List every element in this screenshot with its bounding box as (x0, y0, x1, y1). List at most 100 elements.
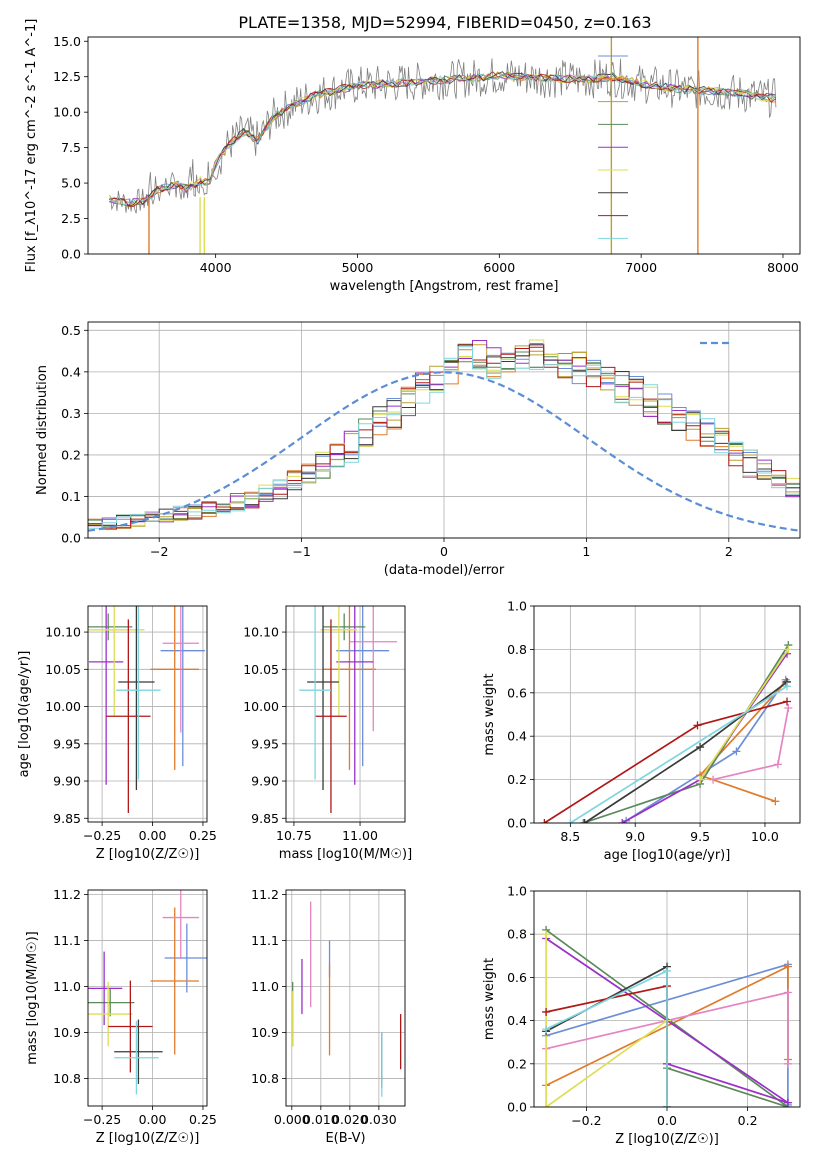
error-bar-point (114, 1019, 163, 1084)
mass-weight-marker (540, 819, 549, 823)
plot-area (542, 925, 792, 1107)
error-bar-point (160, 606, 205, 767)
y-tick-label: 9.85 (53, 811, 81, 826)
axes-frame (87, 321, 801, 539)
x-axis-label: Z [log10(Z/Z☉)] (96, 1131, 200, 1146)
error-bar-point (106, 619, 151, 814)
x-tick-label: −0.2 (571, 1113, 601, 1128)
plot-area (88, 890, 207, 1095)
mass-weight-line (584, 681, 788, 823)
residual-histogram-step (88, 352, 800, 520)
model-spectrum-line (109, 71, 777, 208)
mass-weight-line (545, 934, 668, 1107)
y-tick-label: 0.0 (507, 816, 527, 831)
y-tick-label: 0.0 (507, 1100, 527, 1115)
x-tick-label: 0.00 (139, 828, 167, 843)
x-tick-label: 6000 (483, 260, 515, 275)
x-axis-label: Z [log10(Z/Z☉)] (96, 847, 200, 862)
x-tick-label: −1 (292, 544, 310, 559)
error-bar-point (88, 606, 145, 716)
y-tick-label: 0.8 (507, 642, 527, 657)
y-axis-label: mass [log10(M/M☉)] (25, 931, 40, 1064)
mass-weight-marker (618, 819, 627, 823)
mass-weight-marker (784, 645, 793, 654)
error-bar-point (164, 923, 207, 993)
axes-residuals: −2 −1 0 1 2 0.0 0.1 0.2 0.3 0.4 0.5 (data-model)/er… (35, 321, 801, 578)
y-tick-label: 9.90 (251, 774, 279, 789)
mass-weight-line (545, 969, 668, 1107)
figure-title: PLATE=1358, MJD=52994, FIBERID=0450, z=0… (238, 13, 651, 32)
error-bar-point (116, 606, 161, 780)
axes-frame (87, 36, 801, 255)
error-bar-point (323, 606, 376, 770)
x-tick-label: −2 (150, 544, 168, 559)
y-axis-label: Normed distribution (35, 365, 50, 495)
mass-weight-marker (566, 819, 575, 823)
x-axis-label: mass [log10(M/M☉)] (279, 847, 412, 862)
plot-area (299, 606, 398, 814)
error-bar-point (323, 613, 366, 641)
x-axis-label: E(B-V) (325, 1131, 365, 1146)
x-tick-label: 8000 (767, 260, 799, 275)
x-tick-label: 7000 (625, 260, 657, 275)
y-tick-label: 0.3 (61, 406, 81, 421)
y-tick-label: 10.00 (243, 699, 279, 714)
y-tick-label: 0.6 (507, 970, 527, 985)
x-tick-label: −0.25 (83, 1112, 121, 1127)
y-tick-label: 10.10 (243, 625, 279, 640)
model-spectrum-line (109, 73, 777, 207)
x-tick-label: 11.00 (342, 828, 378, 843)
plot-area (108, 37, 777, 254)
x-tick-label: 1 (582, 544, 590, 559)
x-tick-label: 0.030 (361, 1112, 397, 1127)
error-bar-point (88, 981, 133, 1047)
error-bar-point (89, 606, 124, 785)
axes-weight_vs_age: 8.5 9.0 9.5 10.0 0.0 0.2 0.4 0.6 0.8 1.0 age [log1… (482, 599, 801, 863)
y-tick-label: 12.5 (53, 69, 81, 84)
axes-frame (285, 889, 406, 1107)
y-tick-label: 9.85 (251, 811, 279, 826)
y-tick-label: 1.0 (507, 884, 527, 899)
x-tick-label: 9.0 (625, 829, 645, 844)
x-tick-label: 0.0 (657, 1113, 677, 1128)
axes-frame (87, 889, 208, 1107)
y-axis-label: Flux [f_λ10^-17 erg cm^-2 s^-1 A^-1] (24, 19, 39, 273)
x-axis-label: age [log10(age/yr)] (604, 848, 731, 863)
error-bar-point (118, 606, 155, 790)
mass-weight-marker (696, 775, 705, 784)
y-tick-label: 0.2 (507, 772, 527, 787)
mass-weight-marker (783, 682, 792, 691)
error-bar-point (336, 606, 390, 767)
x-tick-label: −0.25 (83, 828, 121, 843)
y-tick-label: 11.1 (251, 933, 279, 948)
y-tick-label: 0.8 (507, 927, 527, 942)
y-tick-label: 10.8 (53, 1071, 81, 1086)
mass-weight-marker (783, 1059, 792, 1068)
y-tick-label: 9.90 (53, 774, 81, 789)
y-tick-label: 0.4 (61, 364, 81, 379)
residual-histogram-step (88, 346, 800, 529)
x-tick-label: 4000 (200, 260, 232, 275)
mass-weight-marker (693, 721, 702, 730)
y-tick-label: 0.4 (507, 729, 527, 744)
y-tick-label: 10.9 (53, 1025, 81, 1040)
x-tick-label: 10.75 (276, 828, 312, 843)
y-tick-label: 11.0 (53, 979, 81, 994)
x-axis-label: (data-model)/error (384, 563, 505, 578)
axes-spectrum: 4000 5000 6000 7000 8000 0.0 2.5 5.0 7.5 10.0 12.5… (24, 19, 801, 294)
mass-weight-marker (773, 760, 782, 769)
error-bar-point (150, 606, 199, 770)
model-spectrum-line (109, 73, 777, 206)
mass-weight-marker (784, 703, 793, 712)
x-tick-label: 9.5 (690, 829, 710, 844)
mass-weight-marker (663, 1103, 671, 1107)
y-tick-label: 10.0 (53, 105, 81, 120)
mass-weight-marker (663, 966, 671, 975)
normal-curve (88, 371, 800, 532)
y-tick-label: 1.0 (507, 599, 527, 614)
error-bar-point (88, 951, 123, 1026)
y-tick-label: 0.0 (61, 247, 81, 262)
y-tick-label: 10.05 (45, 662, 81, 677)
axes-frame (285, 605, 406, 823)
